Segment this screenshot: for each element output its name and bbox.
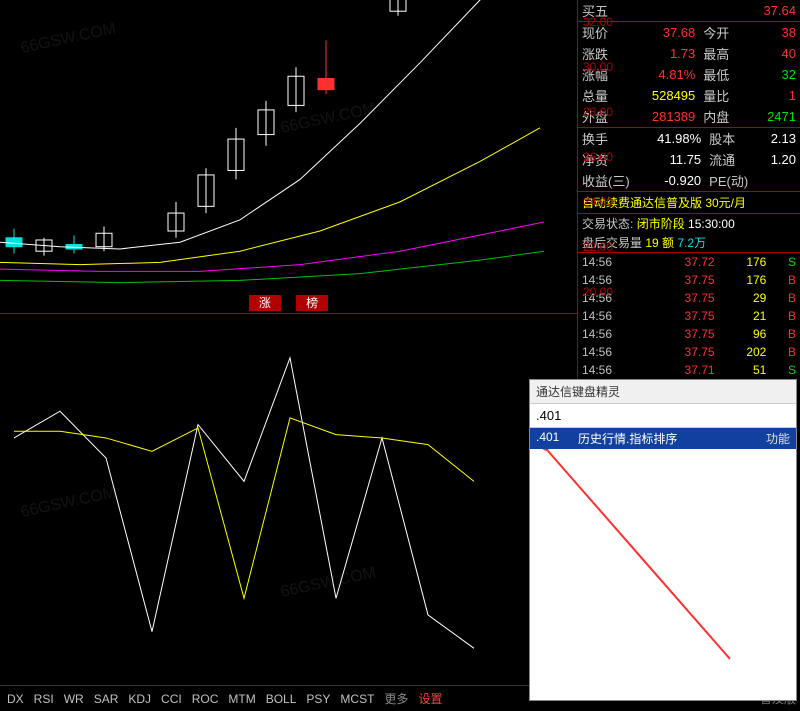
indicator-mtm[interactable]: MTM (223, 692, 260, 706)
keyboard-wizard-popup: 通达信键盘精灵 .401 历史行情.指标排序 功能 (529, 379, 797, 701)
indicator-cci[interactable]: CCI (156, 692, 187, 706)
indicator-boll[interactable]: BOLL (261, 692, 302, 706)
popup-result-row[interactable]: .401 历史行情.指标排序 功能 (530, 428, 796, 449)
popup-title: 通达信键盘精灵 (530, 380, 796, 404)
result-code: .401 (536, 430, 578, 447)
chart-banner: 涨 榜 (0, 294, 577, 311)
chart-area[interactable]: 20.0022.0024.0026.0028.0030.0032.00 涨 榜 … (0, 0, 578, 685)
candle-chart[interactable]: 20.0022.0024.0026.0028.0030.0032.00 涨 榜 … (0, 0, 577, 314)
indicator-wr[interactable]: WR (59, 692, 89, 706)
indicator-rsi[interactable]: RSI (29, 692, 59, 706)
popup-input[interactable] (536, 408, 790, 423)
popup-body (530, 449, 796, 700)
indicator-chart[interactable]: 66GSW.COM 66GSW.COM (0, 314, 577, 685)
banner-label-1: 涨 (249, 295, 281, 311)
indicator-roc[interactable]: ROC (187, 692, 224, 706)
result-fn: 功能 (766, 430, 790, 447)
indicator-dx[interactable]: DX (2, 692, 29, 706)
indicator-more[interactable]: 更多 (379, 690, 413, 707)
indicator-mcst[interactable]: MCST (335, 692, 379, 706)
indicator-settings[interactable]: 设置 (413, 690, 447, 707)
banner-label-2: 榜 (296, 295, 328, 311)
trade-status: 交易状态: 闭市阶段 15:30:00 (578, 214, 800, 233)
indicator-psy[interactable]: PSY (301, 692, 335, 706)
result-name: 历史行情.指标排序 (578, 430, 766, 447)
popup-input-wrap (530, 404, 796, 428)
indicator-kdj[interactable]: KDJ (123, 692, 156, 706)
indicator-sar[interactable]: SAR (89, 692, 124, 706)
tick-table: 14:5637.72176S14:5637.75176B14:5637.7529… (578, 252, 800, 397)
